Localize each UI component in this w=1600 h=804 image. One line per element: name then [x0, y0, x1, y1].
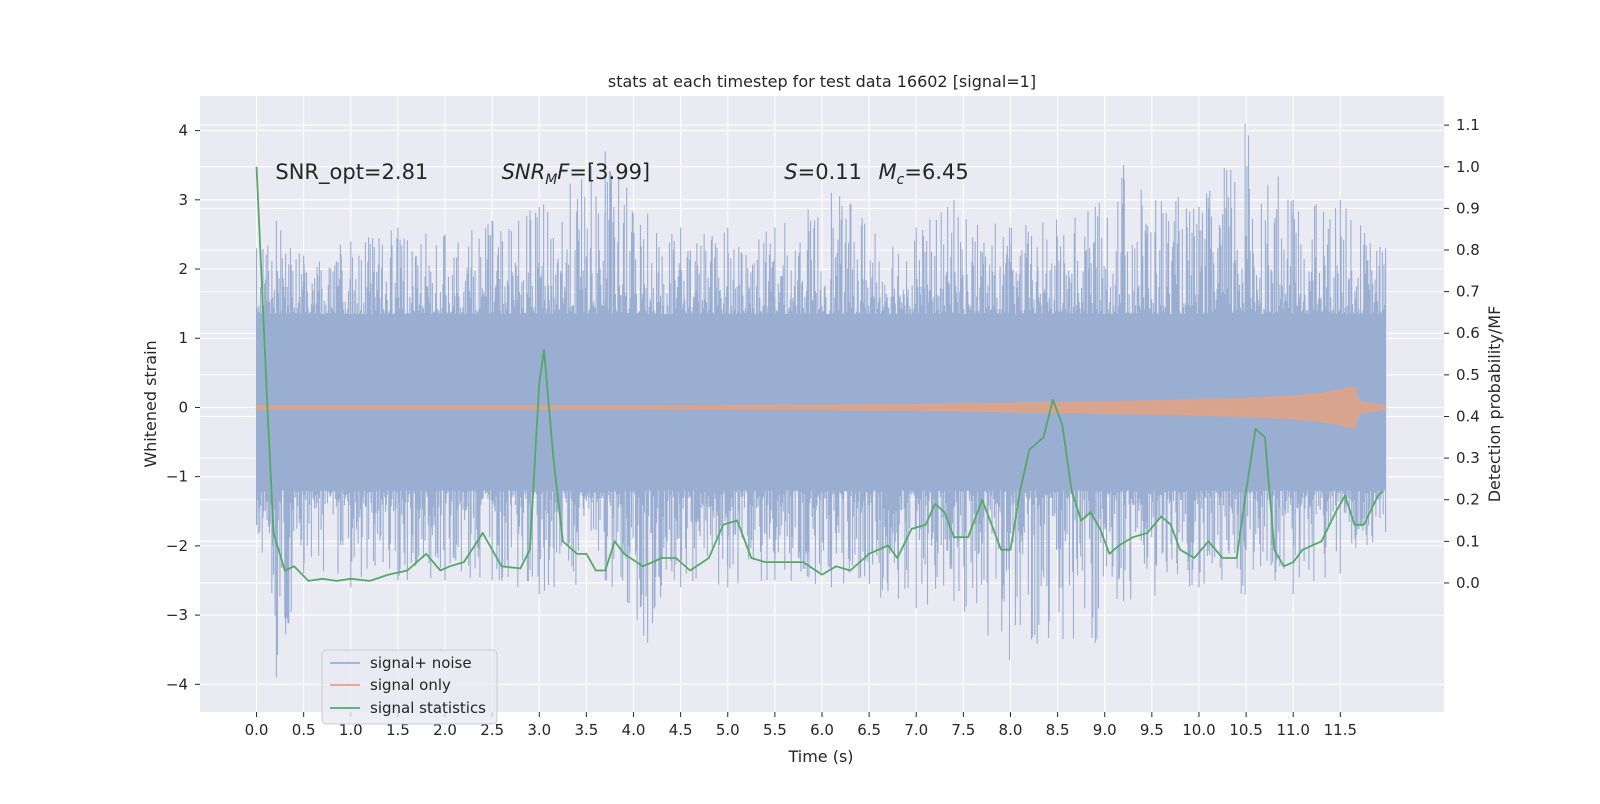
x-tick-label: 8.5 [1046, 721, 1070, 739]
right-y-tick-label: 0.3 [1456, 449, 1480, 467]
x-axis-ticks: 0.0 0.5 1.0 1.5 2.0 2.5 3.0 3.5 4.0 4.5 5.0 5.5 6.0 6… [245, 712, 1357, 739]
x-tick-label: 2.0 [433, 721, 457, 739]
x-tick-label: 0.5 [292, 721, 316, 739]
y-tick-label: −4 [166, 675, 188, 693]
y-tick-label: 0 [178, 398, 188, 416]
y-tick-label: −1 [166, 468, 188, 486]
x-tick-label: 5.0 [716, 721, 740, 739]
x-tick-label: 6.5 [857, 721, 881, 739]
y-tick-label: −3 [166, 606, 188, 624]
right-y-axis-ticks: 0.0 0.1 0.2 0.3 0.4 0.5 0.6 0.7 0.8 0.9 1.0 1.1 [1444, 116, 1480, 592]
annotation-1: SNRMF=[3.99] [502, 160, 651, 188]
right-y-tick-label: 1.0 [1456, 158, 1480, 176]
legend-frame [321, 649, 498, 725]
signal-statistics-series [255, 166, 1384, 582]
annotation-3: Mc=6.45 [879, 160, 969, 188]
annotation-2: S=0.11 [784, 160, 862, 184]
y-tick-label: 1 [178, 329, 188, 347]
x-tick-label: 11.0 [1277, 721, 1310, 739]
annotations: SNR_opt=2.81 SNRMF=[3.99] S=0.11 Mc=6.45 [275, 160, 968, 188]
right-y-tick-label: 0.6 [1456, 324, 1480, 342]
right-y-tick-label: 0.4 [1456, 407, 1480, 425]
right-y-tick-label: 0.7 [1456, 283, 1480, 301]
legend-label-signal-only: signal only [370, 676, 451, 694]
legend: signal+ noise signal only signal statist… [321, 649, 498, 725]
x-tick-label: 11.5 [1324, 721, 1357, 739]
right-y-tick-label: 0.0 [1456, 574, 1480, 592]
legend-label-signal-noise: signal+ noise [370, 654, 472, 672]
x-tick-label: 7.5 [951, 721, 975, 739]
y-tick-label: 4 [178, 122, 188, 140]
x-tick-label: 1.5 [386, 721, 410, 739]
signal-only-series [255, 385, 1387, 430]
signal-statistics-line [255, 166, 1384, 582]
x-tick-label: 8.0 [999, 721, 1023, 739]
signal-only-trace [255, 385, 1387, 430]
y-axis-ticks: −4 −3 −2 −1 0 1 2 3 4 [166, 122, 200, 693]
y-tick-label: 2 [178, 260, 188, 278]
x-tick-label: 2.5 [480, 721, 504, 739]
x-tick-label: 4.0 [622, 721, 646, 739]
annotation-0: SNR_opt=2.81 [275, 160, 428, 185]
right-y-tick-label: 1.1 [1456, 116, 1480, 134]
right-y-tick-label: 0.9 [1456, 199, 1480, 217]
right-y-axis-label: Detection probability/MF [1485, 306, 1504, 503]
right-y-tick-label: 0.8 [1456, 241, 1480, 259]
y-tick-label: 3 [178, 191, 188, 209]
x-tick-label: 3.5 [574, 721, 598, 739]
x-tick-label: 4.5 [669, 721, 693, 739]
chart-title: stats at each timestep for test data 166… [608, 72, 1036, 91]
x-tick-label: 9.5 [1140, 721, 1164, 739]
x-tick-label: 10.5 [1229, 721, 1262, 739]
y-axis-label: Whitened strain [141, 340, 160, 467]
x-tick-label: 9.0 [1093, 721, 1117, 739]
x-tick-label: 7.0 [904, 721, 928, 739]
legend-label-signal-statistics: signal statistics [370, 699, 486, 717]
x-tick-label: 10.0 [1182, 721, 1215, 739]
x-tick-label: 3.0 [527, 721, 551, 739]
x-tick-label: 5.5 [763, 721, 787, 739]
y-tick-label: −2 [166, 537, 188, 555]
x-tick-label: 0.0 [245, 721, 269, 739]
right-y-tick-label: 0.2 [1456, 491, 1480, 509]
right-y-tick-label: 0.1 [1456, 532, 1480, 550]
x-tick-label: 6.0 [810, 721, 834, 739]
x-axis-label: Time (s) [787, 747, 853, 766]
x-tick-label: 1.0 [339, 721, 363, 739]
right-y-tick-label: 0.5 [1456, 366, 1480, 384]
